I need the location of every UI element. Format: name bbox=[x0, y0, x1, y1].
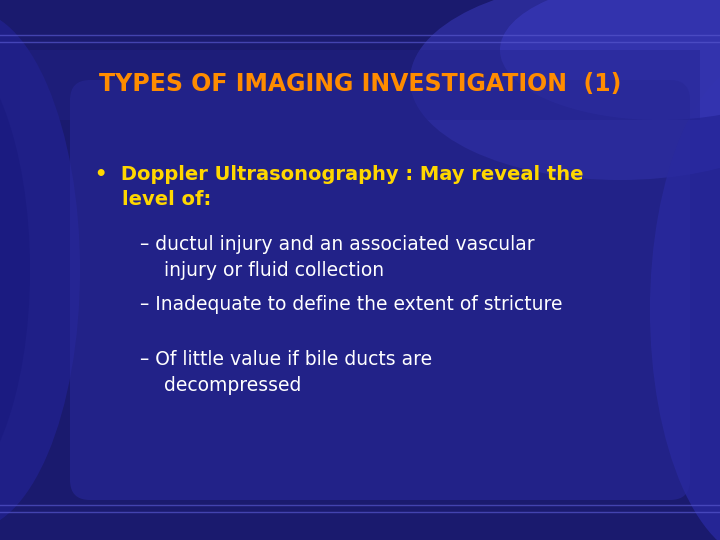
FancyBboxPatch shape bbox=[70, 80, 690, 500]
Ellipse shape bbox=[410, 0, 720, 180]
Text: – Of little value if bile ducts are
    decompressed: – Of little value if bile ducts are deco… bbox=[140, 350, 432, 395]
Text: – Inadequate to define the extent of stricture: – Inadequate to define the extent of str… bbox=[140, 295, 562, 314]
Ellipse shape bbox=[650, 60, 720, 540]
Text: – ductul injury and an associated vascular
    injury or fluid collection: – ductul injury and an associated vascul… bbox=[140, 235, 535, 280]
Ellipse shape bbox=[500, 0, 720, 120]
Text: level of:: level of: bbox=[95, 190, 211, 209]
Ellipse shape bbox=[0, 10, 80, 530]
FancyBboxPatch shape bbox=[20, 50, 700, 120]
Ellipse shape bbox=[0, 40, 30, 500]
Text: TYPES OF IMAGING INVESTIGATION  (1): TYPES OF IMAGING INVESTIGATION (1) bbox=[99, 72, 621, 96]
Text: •  Doppler Ultrasonography : May reveal the: • Doppler Ultrasonography : May reveal t… bbox=[95, 165, 583, 184]
